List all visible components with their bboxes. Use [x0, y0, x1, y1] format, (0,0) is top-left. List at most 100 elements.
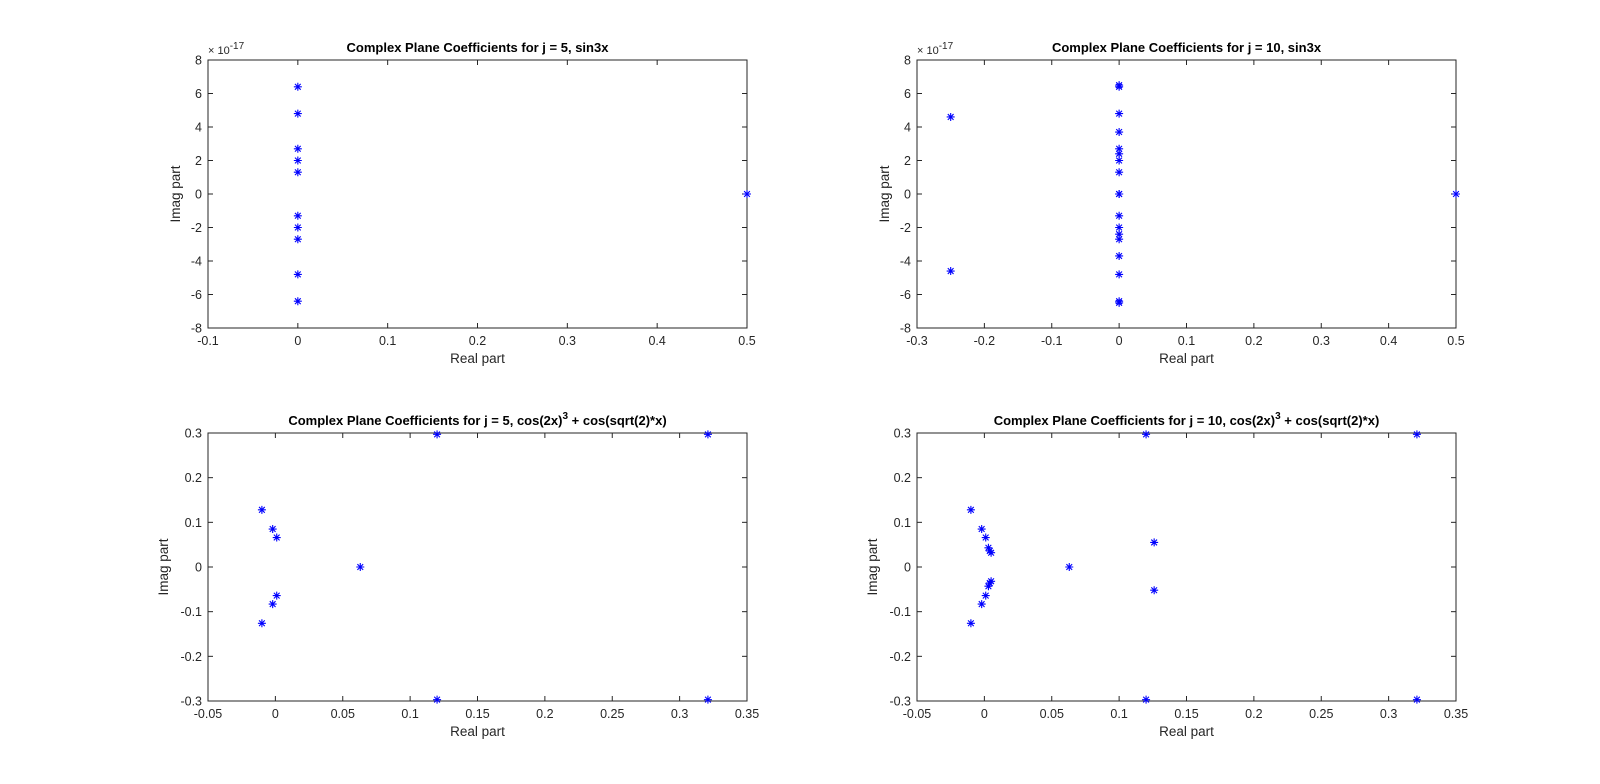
y-tick-label: -8 — [900, 322, 911, 336]
y-tick-label: 0 — [195, 561, 202, 575]
data-point — [985, 579, 994, 588]
x-tick-label: 0.35 — [735, 707, 759, 721]
y-tick-label: -0.3 — [889, 695, 911, 709]
x-tick-label: 0.3 — [1380, 707, 1397, 721]
data-point — [293, 144, 302, 153]
data-point — [293, 223, 302, 232]
data-point — [1115, 168, 1124, 177]
data-point — [946, 267, 955, 276]
y-axis-multiplier: × 10-17 — [917, 41, 954, 57]
x-tick-label: 0.2 — [469, 334, 486, 348]
data-point — [1115, 270, 1124, 279]
y-tick-label: 0.3 — [185, 427, 202, 441]
x-tick-label: 0.1 — [401, 707, 418, 721]
data-point — [1115, 144, 1124, 153]
x-tick-label: 0.2 — [536, 707, 553, 721]
data-point — [987, 548, 996, 557]
chart-title: Complex Plane Coefficients for j = 5, co… — [288, 411, 666, 428]
data-point — [293, 109, 302, 118]
y-tick-label: 2 — [195, 154, 202, 168]
x-tick-label: 0.3 — [559, 334, 576, 348]
y-tick-label: -0.1 — [180, 605, 202, 619]
data-point — [966, 505, 975, 514]
data-point — [1412, 430, 1421, 439]
x-tick-label: 0.3 — [671, 707, 688, 721]
data-point — [1115, 211, 1124, 220]
x-tick-label: -0.1 — [1041, 334, 1063, 348]
x-tick-label: 0.25 — [1309, 707, 1333, 721]
data-point — [1150, 538, 1159, 547]
data-series — [293, 82, 751, 306]
chart-title: Complex Plane Coefficients for j = 10, s… — [1052, 40, 1322, 55]
data-series — [946, 81, 1460, 307]
data-point — [293, 211, 302, 220]
x-tick-label: -0.05 — [903, 707, 932, 721]
data-point — [977, 600, 986, 609]
x-tick-label: -0.3 — [906, 334, 928, 348]
data-point — [1115, 298, 1124, 307]
y-tick-label: -2 — [191, 221, 202, 235]
x-tick-label: 0.1 — [1110, 707, 1127, 721]
x-tick-label: 0 — [294, 334, 301, 348]
data-point — [1115, 82, 1124, 91]
x-tick-label: 0.35 — [1444, 707, 1468, 721]
x-tick-label: -0.05 — [194, 707, 223, 721]
data-point — [293, 297, 302, 306]
x-tick-label: 0.05 — [331, 707, 355, 721]
data-point — [1115, 235, 1124, 244]
data-point — [984, 582, 993, 591]
y-tick-label: 0.2 — [185, 471, 202, 485]
data-point — [743, 190, 751, 198]
data-point — [356, 563, 365, 571]
y-tick-label: 4 — [904, 121, 911, 135]
data-point — [293, 168, 302, 177]
y-tick-label: -6 — [191, 288, 202, 302]
data-point — [1142, 430, 1151, 439]
y-tick-label: 0.2 — [894, 471, 911, 485]
y-tick-label: 0 — [195, 188, 202, 202]
y-axis-label: Imag part — [156, 538, 171, 595]
data-point — [268, 525, 277, 534]
y-tick-label: -0.3 — [180, 695, 202, 709]
chart-title: Complex Plane Coefficients for j = 5, si… — [347, 40, 610, 55]
x-axis-label: Real part — [1159, 724, 1214, 739]
data-point — [433, 430, 442, 439]
x-tick-label: 0.15 — [465, 707, 489, 721]
data-point — [1115, 251, 1124, 260]
y-tick-label: 0.1 — [185, 516, 202, 530]
data-point — [293, 156, 302, 165]
data-point — [293, 235, 302, 244]
data-point — [1065, 563, 1074, 571]
y-tick-label: -4 — [191, 255, 202, 269]
data-point — [1115, 149, 1124, 158]
x-axis-label: Real part — [450, 351, 505, 366]
y-axis-multiplier: × 10-17 — [208, 41, 245, 57]
data-point — [1115, 109, 1124, 118]
data-point — [981, 591, 990, 600]
data-point — [981, 533, 990, 542]
y-tick-label: -2 — [900, 221, 911, 235]
x-tick-label: -0.1 — [197, 334, 219, 348]
data-point — [257, 505, 266, 514]
data-point — [1412, 695, 1421, 704]
x-tick-label: 0 — [272, 707, 279, 721]
y-tick-label: 8 — [195, 54, 202, 68]
y-tick-label: -6 — [900, 288, 911, 302]
y-axis-label: Imag part — [877, 165, 892, 222]
y-tick-label: -0.2 — [889, 650, 911, 664]
data-point — [966, 619, 975, 628]
data-point — [1115, 128, 1124, 137]
data-point — [293, 82, 302, 91]
data-point — [1115, 190, 1124, 198]
y-tick-label: -0.1 — [889, 605, 911, 619]
data-point — [1115, 230, 1124, 239]
chart-panel-1: -0.1 0 0.1 0.2 0.3 0.4 0.5 -8 -6 -4 -2 0 2 4 6 8 × 10-17… — [168, 40, 756, 366]
y-tick-label: 0.3 — [894, 427, 911, 441]
chart-title: Complex Plane Coefficients for j = 10, c… — [994, 411, 1380, 428]
x-tick-label: 0.5 — [738, 334, 755, 348]
x-tick-label: 0.2 — [1245, 707, 1262, 721]
x-tick-label: -0.2 — [974, 334, 996, 348]
data-point — [703, 695, 712, 704]
